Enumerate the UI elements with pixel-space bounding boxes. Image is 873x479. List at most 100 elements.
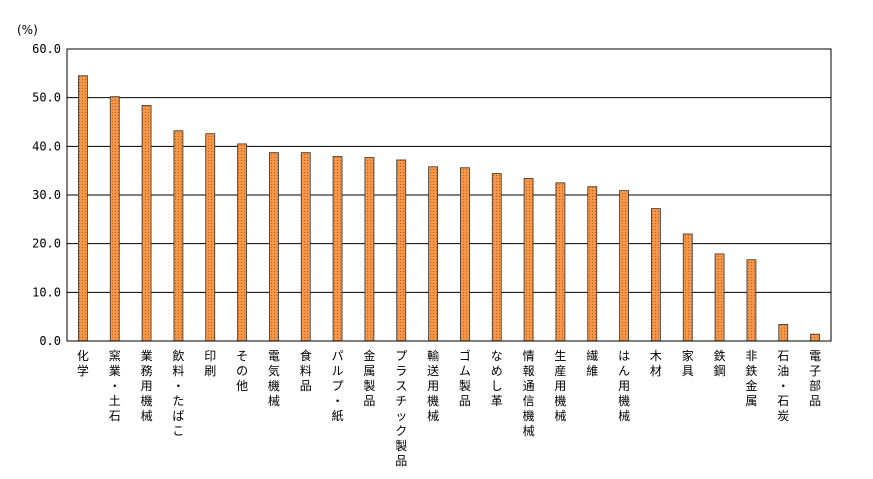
- svg-text:械: 械: [618, 408, 630, 423]
- svg-text:プ: プ: [332, 379, 344, 393]
- category-label: 家具: [682, 348, 694, 378]
- category-label: 木材: [650, 349, 662, 378]
- svg-text:な: な: [491, 349, 503, 363]
- category-label: 化学: [77, 349, 89, 378]
- svg-text:情: 情: [523, 349, 535, 363]
- y-tick-label: 40.0: [32, 139, 61, 153]
- bar: [109, 96, 120, 342]
- svg-text:ク: ク: [395, 424, 407, 438]
- svg-text:品: 品: [363, 394, 375, 408]
- bar: [746, 259, 757, 342]
- bars: [78, 75, 820, 342]
- svg-text:・: ・: [777, 379, 789, 393]
- bar: [523, 178, 534, 342]
- svg-text:炭: 炭: [777, 409, 789, 423]
- bar: [428, 166, 438, 342]
- svg-text:品: 品: [300, 379, 312, 393]
- y-tick-label: 10.0: [32, 285, 61, 299]
- svg-text:送: 送: [427, 363, 439, 378]
- svg-text:用: 用: [618, 379, 630, 393]
- svg-text:械: 械: [427, 408, 439, 423]
- svg-text:械: 械: [141, 408, 153, 423]
- svg-text:鋼: 鋼: [714, 364, 726, 378]
- svg-text:革: 革: [491, 394, 503, 408]
- svg-text:石: 石: [777, 394, 789, 408]
- svg-text:め: め: [491, 364, 503, 378]
- svg-text:産: 産: [554, 363, 566, 378]
- svg-text:ば: ば: [172, 409, 184, 423]
- svg-text:食: 食: [300, 348, 312, 363]
- y-tick-label: 20.0: [32, 237, 61, 251]
- svg-text:・: ・: [172, 379, 184, 393]
- svg-text:家: 家: [682, 348, 694, 363]
- svg-text:し: し: [491, 379, 503, 393]
- svg-text:化: 化: [77, 349, 89, 363]
- svg-text:・: ・: [109, 379, 121, 393]
- svg-text:金: 金: [363, 348, 375, 363]
- svg-text:子: 子: [809, 364, 821, 378]
- bar: [237, 143, 247, 342]
- bar: [78, 75, 88, 342]
- svg-text:繊: 繊: [586, 349, 598, 363]
- svg-text:械: 械: [554, 408, 566, 423]
- svg-text:土: 土: [109, 394, 121, 408]
- svg-text:業: 業: [141, 349, 153, 363]
- bar: [714, 253, 725, 342]
- category-label: 食料品: [300, 348, 312, 393]
- svg-text:製: 製: [363, 379, 375, 393]
- y-tick-label: 0.0: [39, 334, 61, 348]
- svg-text:属: 属: [745, 394, 757, 408]
- svg-text:ム: ム: [459, 364, 471, 378]
- bar: [396, 159, 407, 342]
- svg-text:ッ: ッ: [395, 409, 407, 423]
- category-label: 石油・石炭: [777, 349, 789, 423]
- svg-text:通: 通: [523, 379, 535, 393]
- svg-text:窯: 窯: [109, 348, 121, 363]
- svg-text:材: 材: [650, 364, 662, 378]
- bar: [491, 173, 502, 342]
- svg-text:務: 務: [141, 364, 153, 378]
- svg-text:他: 他: [236, 379, 248, 393]
- svg-text:料: 料: [300, 364, 312, 378]
- svg-text:製: 製: [459, 379, 471, 393]
- svg-text:ル: ル: [332, 364, 344, 378]
- bar: [587, 186, 598, 342]
- svg-text:た: た: [172, 394, 184, 408]
- svg-text:用: 用: [554, 379, 566, 393]
- svg-text:石: 石: [777, 349, 789, 363]
- svg-text:刷: 刷: [204, 364, 216, 378]
- svg-text:そ: そ: [236, 349, 248, 363]
- svg-text:ん: ん: [618, 364, 630, 378]
- svg-text:属: 属: [363, 364, 375, 378]
- bar: [269, 152, 279, 342]
- bar: [300, 152, 311, 342]
- svg-text:輸: 輸: [427, 348, 439, 363]
- bar: [173, 130, 184, 342]
- svg-text:用: 用: [141, 379, 153, 393]
- plot-area-border: [66, 48, 832, 342]
- bar: [555, 182, 566, 342]
- svg-text:械: 械: [268, 393, 280, 408]
- bar: [619, 190, 629, 342]
- svg-text:生: 生: [554, 349, 566, 363]
- svg-text:鉄: 鉄: [714, 348, 726, 363]
- bar: [460, 167, 470, 342]
- svg-text:機: 機: [268, 378, 280, 393]
- category-label: 鉄鋼: [714, 348, 726, 378]
- svg-text:維: 維: [586, 364, 598, 378]
- svg-text:金: 金: [745, 378, 757, 393]
- svg-text:飲: 飲: [172, 348, 184, 363]
- svg-text:製: 製: [395, 439, 407, 453]
- svg-text:機: 機: [554, 393, 566, 408]
- bar: [778, 324, 789, 342]
- svg-text:信: 信: [523, 394, 535, 408]
- svg-text:用: 用: [427, 379, 439, 393]
